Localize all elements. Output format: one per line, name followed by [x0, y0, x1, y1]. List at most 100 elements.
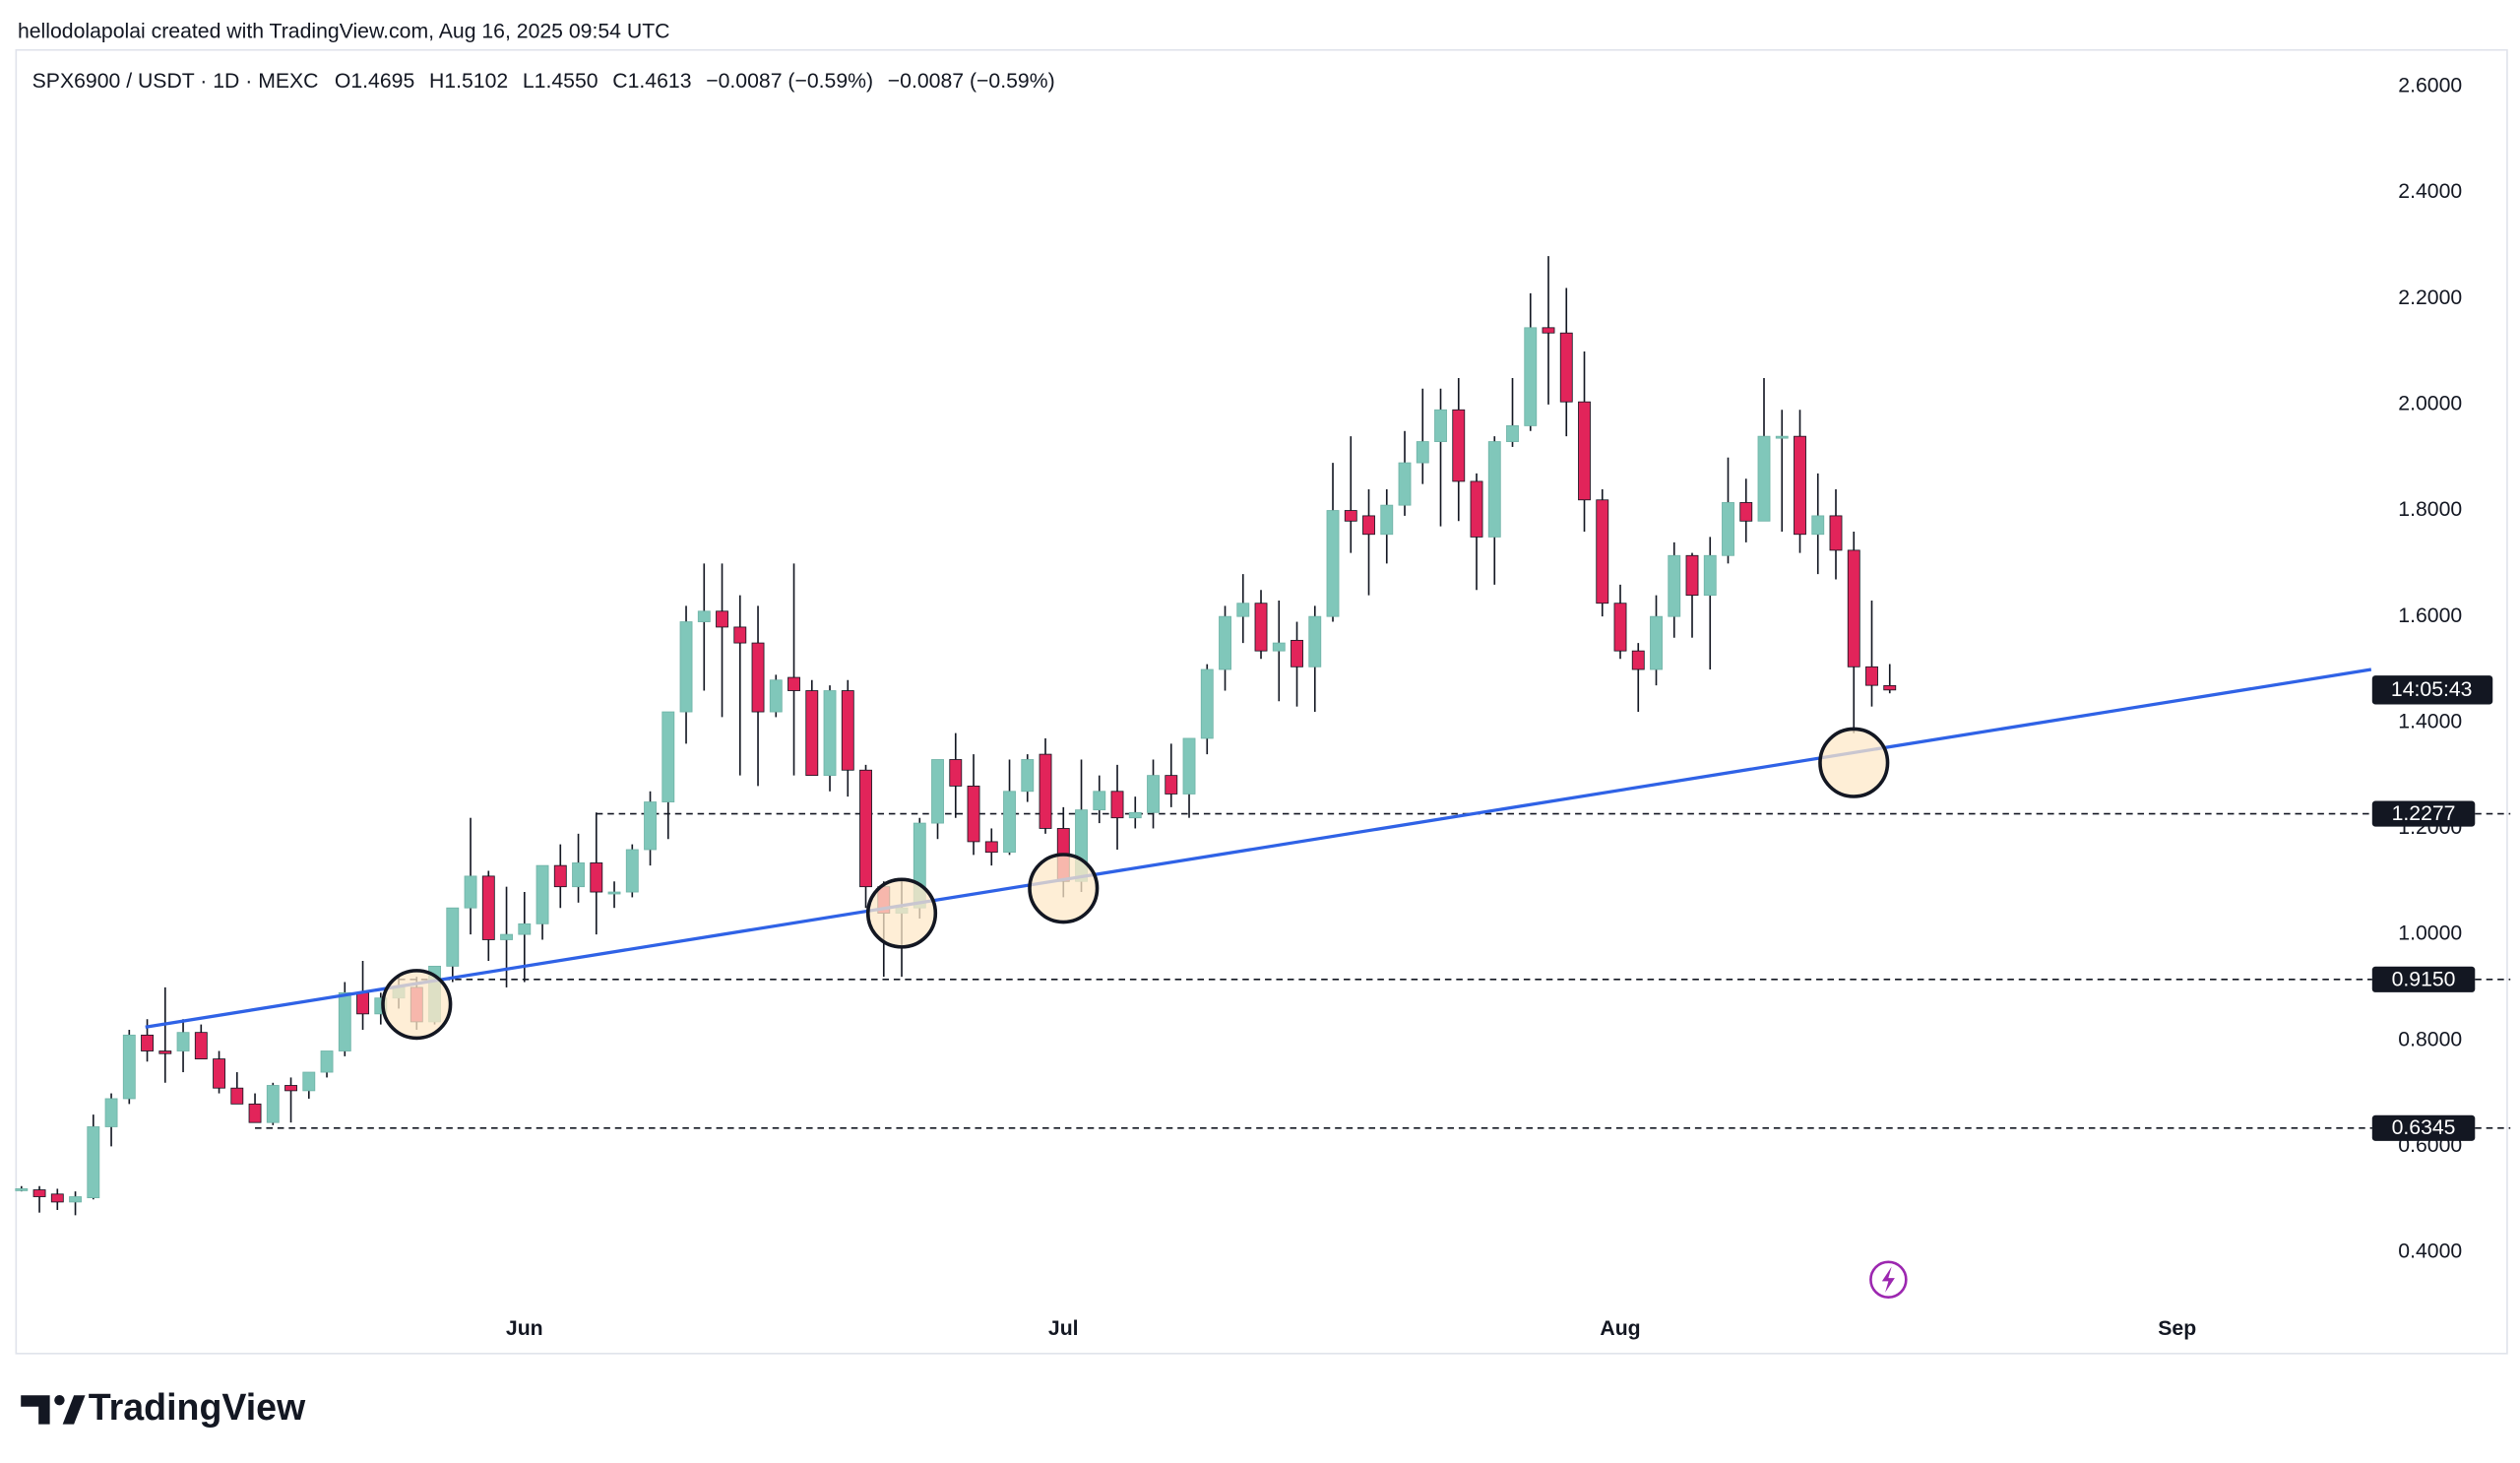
candle-body: [984, 841, 998, 854]
y-tick-label: 0.8000: [2398, 1028, 2462, 1050]
level-label: 1.2277: [2392, 802, 2456, 825]
candle-body: [607, 891, 621, 895]
candle-body: [1434, 409, 1447, 442]
candle-body: [1398, 462, 1412, 506]
candle-body: [1254, 603, 1268, 652]
candle-body: [1308, 615, 1322, 668]
candle-body: [823, 690, 837, 777]
candle-body: [1416, 441, 1429, 464]
candle-body: [662, 711, 675, 802]
replay-icon: [1869, 1260, 1908, 1299]
candle-body: [248, 1103, 262, 1123]
candle-body: [859, 769, 872, 888]
candle-body: [1452, 409, 1466, 482]
candle-body: [1200, 668, 1214, 739]
candle-body: [1165, 775, 1178, 795]
trendline: [145, 668, 2372, 1029]
y-tick-label: 1.8000: [2398, 498, 2462, 521]
candle-body: [805, 690, 819, 777]
brand-logo: [21, 1394, 86, 1425]
candle-body: [625, 849, 639, 893]
candle-body: [1470, 480, 1483, 538]
candle-body: [841, 690, 854, 771]
highlight-circle: [865, 877, 938, 949]
candle-body: [949, 759, 963, 787]
candle-body: [141, 1034, 154, 1051]
candle-body: [1003, 791, 1016, 854]
y-tick-label: 2.6000: [2398, 75, 2462, 97]
candle-body: [320, 1050, 334, 1073]
candle-body: [230, 1087, 244, 1105]
y-tick-label: 2.4000: [2398, 180, 2462, 203]
candle-body: [644, 801, 657, 851]
legend-value: L1.4550: [523, 70, 598, 93]
candle-body: [697, 610, 711, 622]
candle-body: [553, 864, 567, 888]
level-label-bg: [2371, 800, 2476, 827]
candle-body: [679, 621, 693, 713]
x-tick-label: Sep: [2158, 1317, 2196, 1340]
y-tick-label: 1.6000: [2398, 604, 2462, 627]
candle-body: [338, 991, 351, 1051]
candle-body: [1829, 515, 1843, 551]
candle-body: [572, 862, 585, 888]
candle-body: [1147, 775, 1160, 813]
candle-body: [967, 785, 980, 843]
candle-body: [1794, 435, 1806, 536]
candle-body: [1219, 615, 1231, 670]
candle-body: [158, 1050, 172, 1054]
candle-body: [1093, 791, 1106, 811]
candle-body: [1506, 425, 1519, 442]
highlight-circle: [1818, 727, 1890, 798]
candle-body: [302, 1071, 316, 1092]
candle-body: [87, 1126, 100, 1199]
legend-value: −0.0087 (−0.59%): [888, 70, 1055, 93]
candle-body: [1631, 650, 1645, 670]
candle-body: [15, 1188, 29, 1191]
candle-body: [500, 933, 513, 940]
candle-body: [1272, 642, 1286, 652]
candle-body: [1326, 510, 1340, 617]
y-tick-label: 2.2000: [2398, 286, 2462, 309]
candle-body: [1344, 510, 1357, 522]
candle-body: [733, 626, 747, 644]
candle-body: [1775, 435, 1789, 439]
candle-body: [464, 875, 477, 909]
y-tick-label: 2.0000: [2398, 392, 2462, 414]
candle-body: [1596, 499, 1609, 604]
candle-body: [69, 1196, 82, 1203]
candle-body: [1182, 737, 1196, 795]
candle-body: [1685, 554, 1699, 597]
candle-body: [104, 1098, 118, 1127]
candle-body: [266, 1085, 280, 1123]
candle-body: [1380, 504, 1394, 536]
y-tick-label: 1.4000: [2398, 710, 2462, 732]
candle-body: [1703, 554, 1717, 597]
candle-body: [1291, 639, 1303, 668]
candle-body: [1236, 603, 1250, 617]
candle-body: [284, 1085, 297, 1092]
candle-body: [1668, 554, 1681, 617]
candle-body: [1039, 753, 1052, 829]
candle-body: [716, 610, 728, 628]
candle-body: [1021, 759, 1035, 793]
level-label: 0.6345: [2392, 1116, 2456, 1139]
highlight-circle: [381, 969, 453, 1041]
candle-body: [769, 679, 783, 713]
candle-body: [1739, 502, 1753, 522]
ohlc-legend: O1.4695 H1.5102 L1.4550 C1.4613 −0.0087 (−0.…: [335, 70, 1055, 93]
candle-body: [32, 1189, 46, 1197]
candle-body: [356, 991, 369, 1015]
x-tick-label: Jul: [1048, 1317, 1079, 1340]
x-tick-label: Jun: [506, 1317, 543, 1340]
candle-body: [122, 1034, 136, 1100]
candle-body: [1362, 515, 1375, 536]
candle-body: [536, 864, 549, 924]
legend-value: C1.4613: [612, 70, 691, 93]
y-tick-label: 0.4000: [2398, 1240, 2462, 1263]
candle-body: [1650, 615, 1663, 670]
y-tick-label: 1.0000: [2398, 922, 2462, 945]
highlight-circle: [1028, 853, 1100, 924]
candle-body: [481, 875, 495, 940]
